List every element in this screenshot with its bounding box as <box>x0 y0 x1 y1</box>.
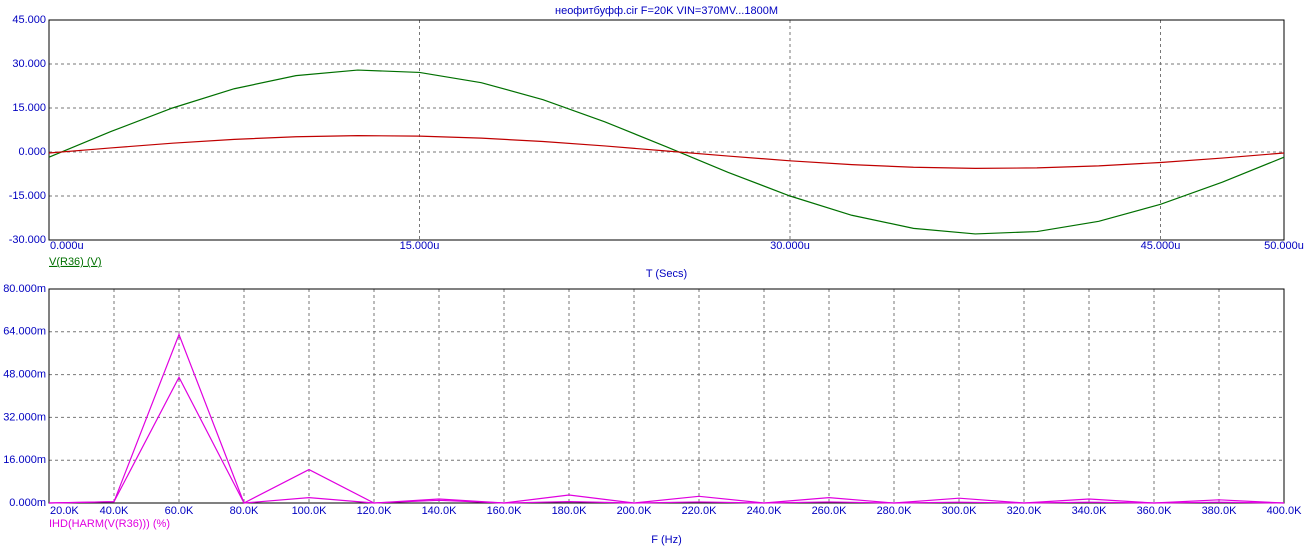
x-tick-label: 240.0K <box>747 505 783 517</box>
legend-label: V(R36) (V) <box>49 256 102 268</box>
y-tick-label: -15.000 <box>9 190 46 202</box>
y-tick-label: 0.000 <box>18 146 46 158</box>
y-tick-label: 32.000m <box>3 411 46 423</box>
x-tick-label: 100.0K <box>292 505 328 517</box>
series-line <box>48 332 1285 504</box>
y-tick-label: 16.000m <box>3 454 46 466</box>
x-tick-label: 300.0K <box>942 505 978 517</box>
x-tick-label: 380.0K <box>1202 505 1238 517</box>
x-tick-label: 140.0K <box>422 505 458 517</box>
x-tick-label: 30.000u <box>770 240 810 252</box>
legend-label: IHD(HARM(V(R36))) (%) <box>49 518 170 530</box>
x-tick-label: 80.0K <box>230 505 259 517</box>
x-tick-label: 400.0K <box>1267 505 1303 517</box>
series-line <box>48 135 1285 169</box>
plot-frame <box>48 19 1285 241</box>
x-tick-label: 200.0K <box>617 505 653 517</box>
x-axis-label: T (Secs) <box>646 268 687 280</box>
x-tick-label: 15.000u <box>400 240 440 252</box>
y-tick-label: 15.000 <box>12 102 46 114</box>
y-tick-label: -30.000 <box>9 234 46 246</box>
x-tick-label: 40.0K <box>100 505 129 517</box>
x-tick-label: 360.0K <box>1137 505 1173 517</box>
y-tick-label: 0.000m <box>9 497 46 509</box>
x-tick-label: 220.0K <box>682 505 718 517</box>
y-tick-label: 30.000 <box>12 58 46 70</box>
x-tick-label: 160.0K <box>487 505 523 517</box>
series-line <box>48 375 1285 504</box>
x-tick-label: 180.0K <box>552 505 588 517</box>
y-tick-label: 45.000 <box>12 14 46 26</box>
plot-frame <box>48 288 1285 504</box>
x-tick-label: 45.000u <box>1141 240 1181 252</box>
x-tick-label: 50.000u <box>1264 240 1304 252</box>
x-tick-label: 20.0K <box>50 505 79 517</box>
x-tick-label: 320.0K <box>1007 505 1043 517</box>
x-axis-label: F (Hz) <box>651 534 682 546</box>
x-tick-label: 280.0K <box>877 505 913 517</box>
y-tick-label: 64.000m <box>3 326 46 338</box>
chart-title: неофитбуфф.cir F=20K VIN=370MV...1800M <box>555 5 778 17</box>
x-tick-label: 120.0K <box>357 505 393 517</box>
x-tick-label: 260.0K <box>812 505 848 517</box>
y-tick-label: 48.000m <box>3 369 46 381</box>
y-tick-label: 80.000m <box>3 283 46 295</box>
x-tick-label: 60.0K <box>165 505 194 517</box>
x-tick-label: 340.0K <box>1072 505 1108 517</box>
x-tick-label: 0.000u <box>50 240 84 252</box>
series-line <box>48 69 1285 235</box>
